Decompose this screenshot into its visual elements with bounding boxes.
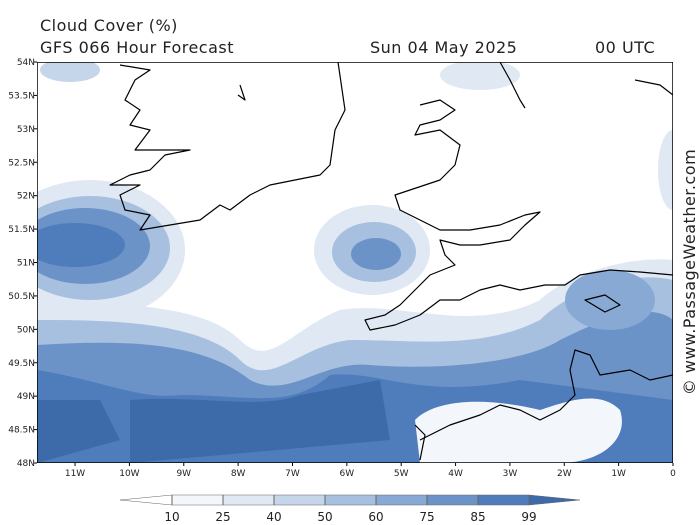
- lat-label: 53.5N: [8, 91, 35, 101]
- colorbar-label: 50: [317, 510, 332, 524]
- lat-label: 53N: [17, 125, 35, 135]
- lat-label: 52N: [17, 192, 35, 202]
- colorbar-label: 85: [470, 510, 485, 524]
- lat-label: 50.5N: [8, 292, 35, 302]
- colorbar-swatch: [375, 494, 428, 506]
- lon-label: 11W: [65, 469, 85, 479]
- time: 00 UTC: [595, 38, 655, 57]
- coastlines: [109, 62, 673, 461]
- colorbar-label: 25: [215, 510, 230, 524]
- lon-label: 2W: [557, 469, 572, 479]
- lon-label: 5W: [394, 469, 409, 479]
- lat-label: 48N: [17, 459, 35, 469]
- map: [37, 62, 673, 463]
- colorbar-end: [119, 494, 173, 506]
- colorbar-label: 75: [419, 510, 434, 524]
- colorbar-end: [528, 494, 581, 506]
- lat-label: 48.5N: [8, 426, 35, 436]
- colorbar-label: 40: [266, 510, 281, 524]
- colorbar-label: 60: [368, 510, 383, 524]
- lon-label: 9W: [176, 469, 191, 479]
- lon-label: 4W: [448, 469, 463, 479]
- colorbar-label: 99: [521, 510, 536, 524]
- colorbar-label: 10: [164, 510, 179, 524]
- colorbar-swatch: [426, 494, 479, 506]
- colorbar-swatch: [324, 494, 377, 506]
- lon-label: 1W: [611, 469, 626, 479]
- lat-label: 54N: [17, 58, 35, 68]
- lat-label: 49.5N: [8, 359, 35, 369]
- lon-label: 0: [670, 469, 676, 479]
- lon-label: 7W: [285, 469, 300, 479]
- title: Cloud Cover (%): [40, 16, 178, 35]
- lon-label: 10W: [119, 469, 139, 479]
- lat-label: 51N: [17, 259, 35, 269]
- lon-label: 8W: [231, 469, 246, 479]
- colorbar-swatch: [477, 494, 530, 506]
- lat-label: 51.5N: [8, 225, 35, 235]
- lon-label: 3W: [503, 469, 518, 479]
- colorbar-swatch: [171, 494, 224, 506]
- lat-label: 49N: [17, 392, 35, 402]
- model: GFS 066 Hour Forecast: [40, 38, 234, 57]
- credit: © www.PassageWeather.com: [680, 149, 699, 395]
- date: Sun 04 May 2025: [370, 38, 517, 57]
- lat-label: 52.5N: [8, 158, 35, 168]
- colorbar-swatch: [273, 494, 326, 506]
- lon-label: 6W: [340, 469, 355, 479]
- colorbar-swatch: [222, 494, 275, 506]
- lat-label: 50N: [17, 325, 35, 335]
